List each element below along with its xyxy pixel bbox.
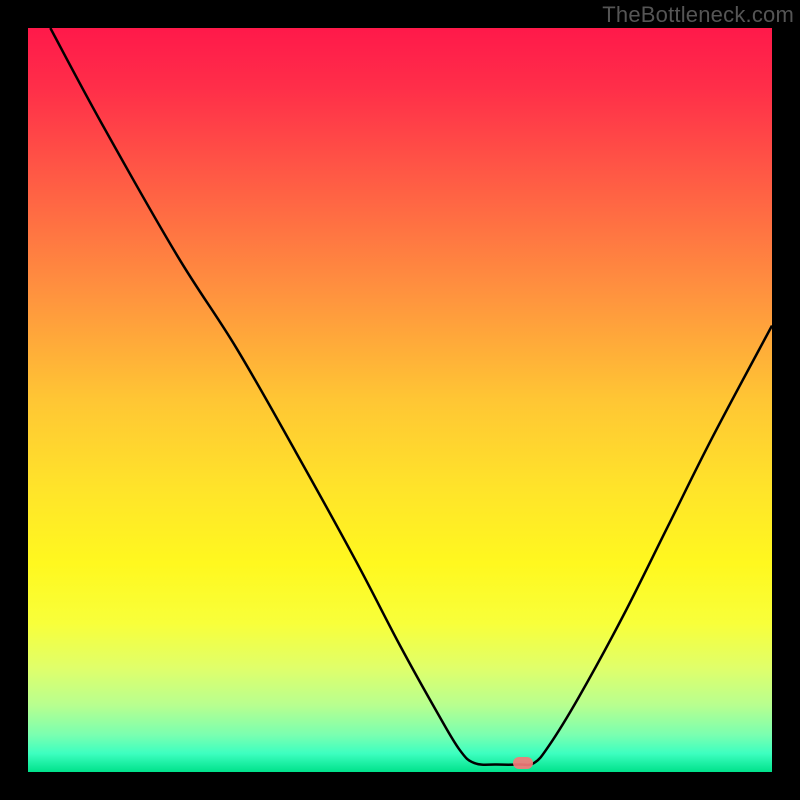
watermark-text: TheBottleneck.com	[602, 2, 794, 28]
chart-background	[28, 28, 772, 772]
chart-svg	[28, 28, 772, 772]
optimal-point-marker	[513, 757, 533, 769]
chart-container	[28, 28, 772, 772]
